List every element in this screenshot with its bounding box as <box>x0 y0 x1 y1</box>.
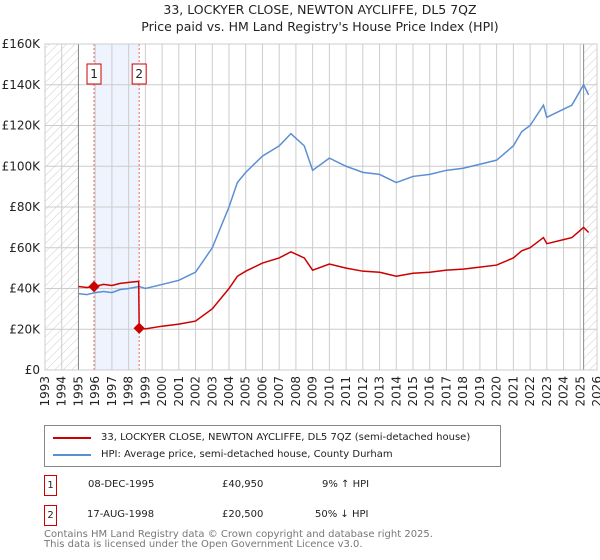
sale-label-box <box>131 63 147 85</box>
hpi-diff: 50% ↓ HPI <box>315 509 369 520</box>
x-tick-label: 2002 <box>189 376 203 407</box>
x-tick-label: 2016 <box>423 376 437 407</box>
sale-label: 1 <box>90 67 98 81</box>
x-tick-label: 2021 <box>506 376 520 407</box>
price-chart: 33, LOCKYER CLOSE, NEWTON AYCLIFFE, DL5 … <box>2 2 600 407</box>
y-tick-label: £40K <box>9 282 41 296</box>
x-tick-label: 2009 <box>306 376 320 407</box>
y-tick-label: £20K <box>9 322 41 336</box>
date: 17-AUG-1998 <box>87 509 155 520</box>
y-tick-label: £60K <box>9 241 41 255</box>
x-tick-label: 2022 <box>523 376 537 407</box>
marker-badge: 2 <box>44 505 57 526</box>
x-tick-label: 2013 <box>373 376 387 407</box>
legend-label: 33, LOCKYER CLOSE, NEWTON AYCLIFFE, DL5 … <box>101 432 471 443</box>
x-tick-label: 2004 <box>222 376 236 407</box>
x-tick-label: 2001 <box>172 376 186 407</box>
red-line-swatch <box>53 436 91 439</box>
legend: 33, LOCKYER CLOSE, NEWTON AYCLIFFE, DL5 … <box>44 425 501 467</box>
x-tick-label: 2005 <box>239 376 253 407</box>
plot-frame <box>44 43 598 371</box>
sale-label: 2 <box>135 67 143 81</box>
x-tick-label: 2010 <box>322 376 336 407</box>
x-tick-label: 1999 <box>138 376 152 407</box>
x-tick-label: 1997 <box>105 376 119 407</box>
x-tick-label: 2024 <box>557 376 571 407</box>
x-tick-label: 2020 <box>490 376 504 407</box>
sale-point <box>133 322 145 334</box>
x-tick-label: 1995 <box>71 376 85 407</box>
x-tick-label: 2023 <box>540 376 554 407</box>
legend-label: HPI: Average price, semi-detached house,… <box>101 449 393 460</box>
x-tick-label: 1994 <box>55 376 69 407</box>
footer: Contains HM Land Registry data © Crown c… <box>44 530 433 550</box>
x-tick-label: 2003 <box>205 376 219 407</box>
hpi-diff: 9% ↑ HPI <box>322 479 370 490</box>
x-tick-label: 2019 <box>473 376 487 407</box>
sale-label-box <box>86 63 102 85</box>
chart-title: 33, LOCKYER CLOSE, NEWTON AYCLIFFE, DL5 … <box>163 2 476 17</box>
x-tick-label: 2018 <box>456 376 470 407</box>
x-tick-label: 1993 <box>38 376 52 407</box>
x-tick-label: 2017 <box>439 376 453 407</box>
x-tick-label: 2025 <box>573 376 587 407</box>
x-tick-label: 2011 <box>339 376 353 407</box>
footer-licence: This data is licensed under the Open Gov… <box>44 539 363 550</box>
footer-copyright: Contains HM Land Registry data © Crown c… <box>44 529 433 540</box>
y-tick-label: £140K <box>2 78 42 92</box>
price: £40,950 <box>222 479 264 490</box>
x-tick-label: 2006 <box>255 376 269 407</box>
y-tick-label: £80K <box>9 200 41 214</box>
legend-item-property: 33, LOCKYER CLOSE, NEWTON AYCLIFFE, DL5 … <box>53 429 470 446</box>
y-tick-label: £0 <box>25 363 40 377</box>
x-tick-label: 2008 <box>289 376 303 407</box>
chart-subtitle: Price paid vs. HM Land Registry's House … <box>141 19 498 34</box>
legend-item-hpi: HPI: Average price, semi-detached house,… <box>53 446 393 463</box>
x-tick-label: 2026 <box>590 376 600 407</box>
blue-line-swatch <box>53 453 91 456</box>
y-tick-label: £160K <box>2 37 42 51</box>
price: £20,500 <box>222 509 264 520</box>
x-tick-label: 1998 <box>122 376 136 407</box>
x-tick-label: 2012 <box>356 376 370 407</box>
y-tick-label: £120K <box>2 119 42 133</box>
x-tick-label: 2007 <box>272 376 286 407</box>
x-tick-label: 2014 <box>389 376 403 407</box>
x-tick-label: 2015 <box>406 376 420 407</box>
x-tick-label: 1996 <box>88 376 102 407</box>
marker-badge: 1 <box>44 475 57 496</box>
series-line <box>78 83 590 296</box>
x-tick-label: 2000 <box>155 376 169 407</box>
y-tick-label: £100K <box>2 159 42 173</box>
series-line <box>78 226 590 330</box>
date: 08-DEC-1995 <box>88 479 155 490</box>
